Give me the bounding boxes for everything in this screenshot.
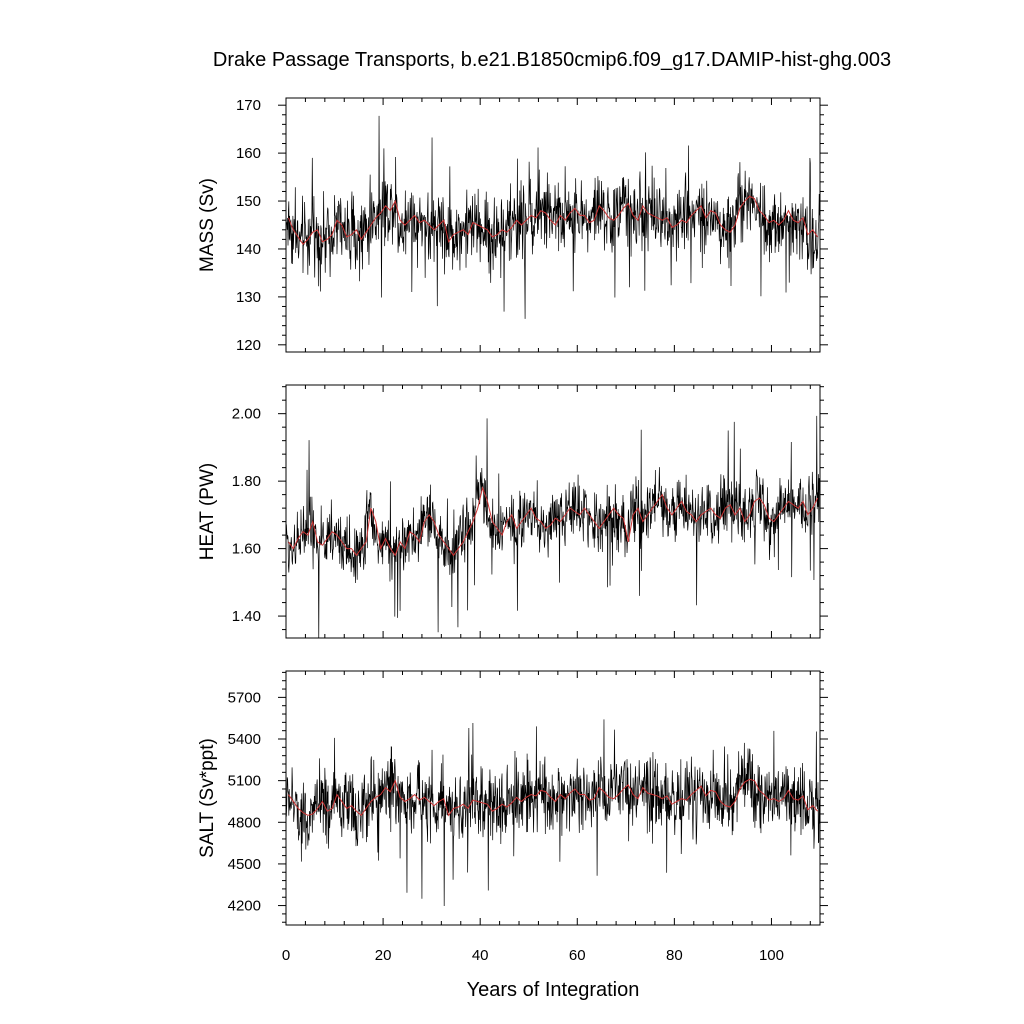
annual-mean-line: [288, 486, 819, 557]
x-tick-label: 100: [759, 947, 784, 964]
x-tick-label: 60: [569, 947, 586, 964]
panels-group: 120 130 140 150 160 170 MASS (Sv) 1.40 1.60 1.80 2…: [197, 97, 828, 964]
y-axis-label: MASS (Sv): [197, 178, 218, 272]
x-tick-label: 0: [282, 947, 290, 964]
y-tick-label: 140: [236, 241, 261, 258]
monthly-series-line: [286, 115, 820, 319]
panel-frame: [285, 97, 821, 353]
panel-1: 120 130 140 150 160 170 MASS (Sv): [197, 97, 828, 354]
y-axis-label: HEAT (PW): [197, 463, 218, 560]
y-tick-label: 4500: [228, 856, 261, 873]
panel-3: 4200 4500 4800 5100 5400 5700 SALT (Sv*ppt) 0 20…: [197, 670, 828, 964]
y-tick-label: 5700: [228, 689, 261, 706]
panel-frame: [285, 670, 821, 926]
annual-mean-line: [288, 778, 818, 817]
y-tick-label: 5400: [228, 731, 261, 748]
monthly-series-line: [286, 719, 820, 906]
y-tick-label: 120: [236, 337, 261, 354]
y-tick-label: 1.80: [232, 473, 261, 490]
x-tick-label: 40: [472, 947, 489, 964]
monthly-series-line: [286, 415, 820, 638]
y-tick-label: 150: [236, 193, 261, 210]
y-tick-label: 1.60: [232, 541, 261, 558]
panel-frame: [285, 384, 821, 639]
y-tick-label: 1.40: [232, 608, 261, 625]
y-tick-label: 2.00: [232, 406, 261, 423]
y-tick-label: 170: [236, 97, 261, 114]
y-tick-label: 130: [236, 289, 261, 306]
y-tick-label: 160: [236, 145, 261, 162]
y-tick-label: 4200: [228, 898, 261, 915]
y-tick-label: 5100: [228, 773, 261, 790]
y-tick-label: 4800: [228, 814, 261, 831]
annual-mean-line: [287, 195, 818, 245]
x-tick-label: 20: [375, 947, 392, 964]
y-axis-label: SALT (Sv*ppt): [197, 738, 218, 858]
x-tick-label: 80: [666, 947, 683, 964]
chart-title: Drake Passage Transports, b.e21.B1850cmi…: [213, 49, 891, 71]
x-axis-label: Years of Integration: [467, 979, 640, 1001]
panel-2: 1.40 1.60 1.80 2.00 HEAT (PW): [197, 384, 828, 639]
